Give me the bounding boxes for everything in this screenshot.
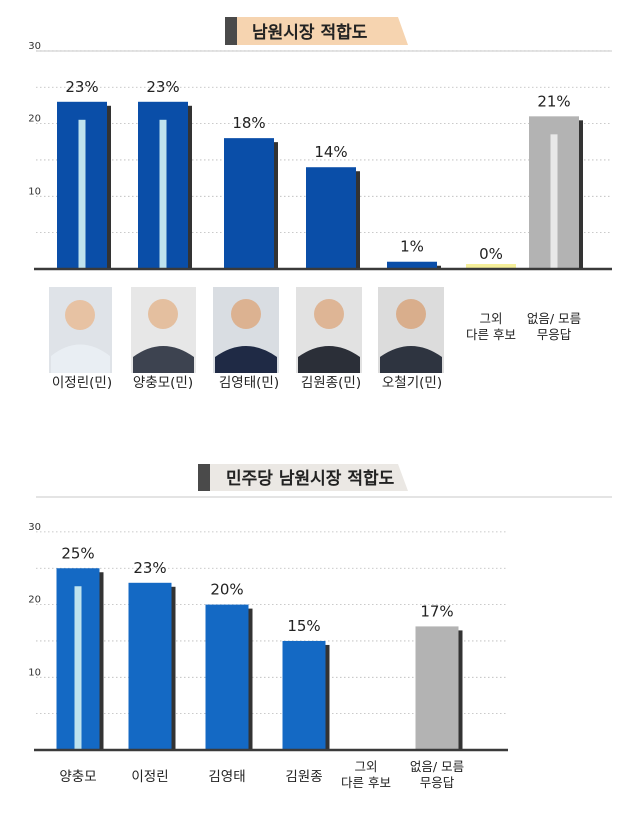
bar-4 [306,167,356,269]
bar-highlight [550,134,558,269]
chart1-title-banner: 남원시장 적합도 [225,17,408,45]
y-tick-label: 10 [28,667,41,678]
value-label: 23% [65,78,98,96]
chart1-y-ticks: 10 20 30 [28,41,41,197]
chart1-value-labels: 23% 23% 18% 14% 1% 0% 21% [65,78,570,263]
candidate-photo-5 [378,287,444,373]
value-label: 23% [146,78,179,96]
bar-6 [466,264,516,268]
category-label: 오철기(민) [382,375,442,391]
chart2-title-banner: 민주당 남원시장 적합도 [198,464,408,491]
category-label: 양충모 [59,769,96,785]
category-label: 그외 다른 후보 [341,759,391,790]
chart2-value-labels: 25% 23% 20% 15% 17% [61,544,453,635]
bar-highlight [74,586,82,750]
category-label: 이정린(민) [52,375,112,391]
value-label: 18% [232,114,265,132]
chart1-category-labels: 이정린(민) 양충모(민) 김영태(민) 김원종(민) 오철기(민) 그외 다른 후보 없음/… [52,311,581,391]
y-tick-label: 20 [28,114,41,125]
y-tick-label: 30 [28,522,41,533]
bar-5 [387,261,437,269]
value-label: 21% [537,92,570,110]
bar-6 [415,626,459,750]
value-label: 1% [400,238,424,256]
y-tick-label: 30 [28,41,41,52]
bar-highlight [78,119,86,269]
chart1-title: 남원시장 적합도 [252,22,368,43]
chart2-category-labels: 양충모 이정린 김영태 김원종 그외 다른 후보 없음/ 모름 무응답 [59,759,464,790]
category-label: 김원종 [285,769,322,785]
candidate-photo-3 [213,287,279,373]
y-tick-label: 10 [28,186,41,197]
category-label: 양충모(민) [133,375,193,391]
category-label: 이정린 [131,769,168,785]
value-label: 0% [479,245,503,263]
category-label: 없음/ 모름 무응답 [527,311,581,342]
value-label: 20% [210,581,243,599]
bar-3 [205,604,249,750]
chart2-bars [56,568,463,750]
candidate-photos [49,287,444,373]
category-label: 김영태 [208,769,245,785]
candidate-photo-1 [49,287,112,373]
value-label: 15% [287,617,320,635]
candidate-photo-2 [131,287,196,373]
bar-4 [282,640,326,750]
value-label: 23% [133,559,166,577]
category-label: 김원종(민) [301,375,361,391]
category-label: 김영태(민) [219,375,279,391]
value-label: 14% [314,143,347,161]
bar-2 [128,582,172,750]
value-label: 25% [61,544,94,562]
chart2-title: 민주당 남원시장 적합도 [226,468,395,489]
chart1-bars [57,101,583,269]
bar-3 [224,138,274,269]
candidate-photo-4 [296,287,362,373]
category-label: 그외 다른 후보 [466,311,516,342]
category-label: 없음/ 모름 무응답 [410,759,464,790]
value-label: 17% [420,602,453,620]
chart2-y-ticks: 10 20 30 [28,522,41,678]
y-tick-label: 20 [28,595,41,606]
bar-highlight [159,119,167,269]
